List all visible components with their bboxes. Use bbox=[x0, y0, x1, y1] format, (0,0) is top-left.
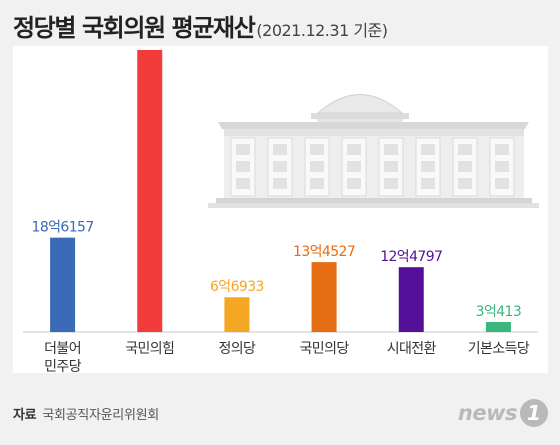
building-window bbox=[458, 161, 472, 172]
category-tick-label: 더불어 bbox=[44, 341, 81, 357]
building-window bbox=[236, 178, 250, 189]
building-window bbox=[310, 161, 324, 172]
logo-number: 1 bbox=[520, 399, 548, 427]
building-window bbox=[384, 144, 398, 155]
title-date: (2021.12.31 기준) bbox=[256, 21, 388, 40]
building-window bbox=[273, 161, 287, 172]
bar-value-label: 54억3006 bbox=[119, 46, 182, 48]
building-window bbox=[273, 178, 287, 189]
bar-value-label: 6억6933 bbox=[210, 279, 264, 295]
building-window bbox=[421, 161, 435, 172]
category-tick-label: 정의당 bbox=[218, 341, 256, 357]
building-window bbox=[458, 178, 472, 189]
building-window bbox=[384, 178, 398, 189]
building-window bbox=[384, 161, 398, 172]
source-text: 국회공직자윤리위원회 bbox=[42, 408, 159, 423]
bar-value-label: 12억4797 bbox=[380, 249, 442, 265]
source-note: 자료 국회공직자윤리위원회 bbox=[13, 404, 159, 423]
building-window bbox=[236, 144, 250, 155]
chart-title: 정당별 국회의원 평균재산 (2021.12.31 기준) bbox=[13, 8, 388, 42]
news1-logo: news 1 bbox=[458, 396, 548, 430]
building-window bbox=[310, 178, 324, 189]
building-window bbox=[458, 144, 472, 155]
building-window bbox=[495, 161, 509, 172]
building-window bbox=[310, 144, 324, 155]
bar bbox=[398, 267, 424, 332]
bar bbox=[311, 262, 337, 332]
assembly-building-illustration bbox=[208, 94, 539, 208]
building-window bbox=[421, 144, 435, 155]
building-window bbox=[495, 178, 509, 189]
building-window bbox=[347, 144, 361, 155]
bar-value-label: 13억4527 bbox=[293, 244, 355, 260]
title-main: 정당별 국회의원 평균재산 bbox=[13, 14, 256, 42]
building-window bbox=[273, 144, 287, 155]
bar-value-label: 18억6157 bbox=[32, 220, 94, 236]
building-window bbox=[347, 161, 361, 172]
category-tick-label: 기본소득당 bbox=[468, 341, 530, 357]
bar bbox=[137, 50, 163, 332]
bar-value-label: 3억413 bbox=[476, 304, 522, 320]
category-tick-label: 국민의힘 bbox=[125, 341, 174, 357]
building-window bbox=[347, 178, 361, 189]
category-tick-label: 민주당 bbox=[44, 359, 82, 373]
building-window bbox=[421, 178, 435, 189]
bar bbox=[224, 297, 250, 332]
building-window bbox=[495, 144, 509, 155]
category-tick-label: 시대전환 bbox=[387, 341, 437, 357]
source-label: 자료 bbox=[13, 408, 37, 423]
bar bbox=[50, 237, 76, 332]
logo-text: news bbox=[457, 401, 518, 425]
category-tick-label: 국민의당 bbox=[300, 341, 350, 357]
building-window bbox=[236, 161, 250, 172]
bar bbox=[485, 322, 511, 332]
